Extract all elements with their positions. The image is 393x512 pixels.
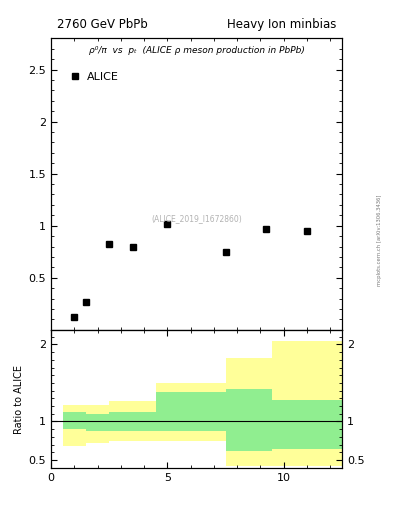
Text: (ALICE_2019_I1672860): (ALICE_2019_I1672860) (151, 215, 242, 224)
Text: mcplots.cern.ch [arXiv:1306.3436]: mcplots.cern.ch [arXiv:1306.3436] (377, 195, 382, 286)
Text: 2760 GeV PbPb: 2760 GeV PbPb (57, 18, 148, 31)
Y-axis label: Ratio to ALICE: Ratio to ALICE (15, 365, 24, 434)
Text: ρ⁰/π  vs  pₜ  (ALICE ρ meson production in PbPb): ρ⁰/π vs pₜ (ALICE ρ meson production in … (88, 46, 305, 55)
Legend: ALICE: ALICE (65, 67, 123, 86)
Text: Heavy Ion minbias: Heavy Ion minbias (227, 18, 336, 31)
